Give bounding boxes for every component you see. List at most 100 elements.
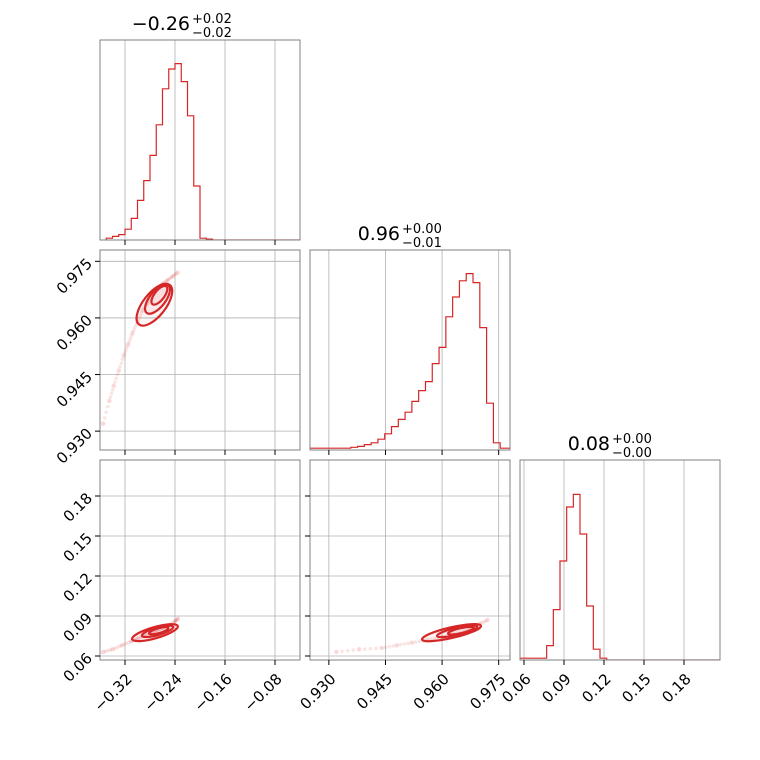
contour-level [131,623,179,643]
sample-point [165,277,170,283]
sample-point [175,616,181,621]
scatter-panel-2-0: −0.32 −0.24 −0.16 −0.08 0.06 0.09 0.12 0.15 0.18 [60,459,301,715]
title-lower: −0.01 [402,236,442,251]
sample-point [145,632,149,637]
sample-point [121,353,126,358]
histogram-steps [105,63,300,240]
axes-frame [309,459,511,661]
x-tick-label: −0.24 [141,670,186,715]
histogram-panel-2: 0.06 0.09 0.12 0.15 0.18 0.08 +0.00−0.00 [498,432,721,706]
title-median: 0.08 [568,433,610,455]
contour-level [446,625,475,636]
scatter-panel-1-0: 0.930 0.945 0.960 0.975 [53,249,301,468]
sample-point [123,351,127,355]
panel-title-2: 0.08 +0.00−0.00 [568,432,652,461]
sample-point [351,648,356,652]
sample-point [110,387,115,392]
sample-point [368,646,373,651]
y-tick-label: 0.18 [60,489,96,525]
sample-point [106,648,110,653]
sample-point [117,644,122,649]
sample-point [115,372,120,377]
sample-point [133,325,137,330]
x-tick-label: 0.960 [410,670,453,713]
sample-point [406,641,410,646]
sample-point [394,643,399,648]
histogram-steps [520,493,720,660]
sample-point [125,342,131,347]
sample-point [362,647,367,651]
sample-point [120,357,125,362]
scatter-panel-2-1: 0.930 0.945 0.960 0.975 [297,459,511,713]
x-tick-label: −0.16 [191,670,236,715]
sample-point [432,636,437,641]
sample-point [174,271,179,276]
x-tick-label: 0.930 [297,670,340,713]
sample-point [481,620,486,624]
sample-point [116,368,121,373]
sample-point [113,646,117,651]
histogram-panel-1: 0.96 +0.00−0.01 [309,222,511,455]
sample-point [139,311,144,316]
x-tick-label: 0.12 [578,670,614,706]
histogram-panel-0: −0.26 +0.02−0.02 [99,12,301,245]
sample-point [113,380,117,384]
x-tick-label: 0.06 [498,670,534,706]
sample-point [173,618,178,623]
sample-point [345,648,350,653]
contour-fill [146,285,169,313]
sample-point [130,330,135,336]
sample-point [402,642,407,646]
sample-point [100,649,106,655]
contour-fill [449,627,473,634]
sample-point [127,339,132,344]
x-tick-label: −0.08 [241,670,286,715]
x-tick-label: −0.32 [91,670,136,715]
sample-point [127,640,131,645]
y-tick-label: 0.930 [53,424,96,467]
y-tick-label: 0.945 [53,368,96,411]
sample-point [114,376,119,381]
sample-point [131,328,136,332]
x-tick-label: 0.945 [353,670,396,713]
contour-level [150,284,169,306]
sample-point [110,647,115,652]
sample-point [340,649,344,654]
axes-frame [99,39,301,241]
sample-point [391,644,395,648]
y-tick-label: 0.975 [53,255,96,298]
sample-point [379,645,384,651]
sample-point [100,421,106,426]
sample-point [485,617,490,623]
sample-point [174,618,179,622]
sample-point [168,276,172,281]
title-lower: −0.00 [612,446,652,461]
sample-point [171,273,176,278]
sample-point [106,404,110,409]
sample-point [128,336,133,341]
sample-point [374,646,378,651]
x-tick-label: 0.15 [618,670,654,706]
y-tick-label: 0.15 [60,529,96,565]
sample-point [107,398,112,404]
contour-fill [152,286,167,304]
sample-point [409,640,415,645]
sample-point [108,648,112,652]
panel-title-0: −0.26 +0.02−0.02 [132,12,232,41]
sample-point [170,274,175,279]
sample-point [334,649,339,655]
sample-point [175,617,180,622]
sample-point [483,619,488,623]
sample-point [398,642,403,647]
sample-point [479,621,484,625]
title-median: −0.26 [132,13,190,35]
sample-point [136,317,141,321]
sample-point [166,277,171,282]
axes-frame [99,459,301,661]
title-lower: −0.02 [192,26,232,41]
sample-point [119,643,125,648]
y-tick-label: 0.12 [60,569,96,605]
sample-point [138,314,142,318]
sample-point [140,308,145,313]
